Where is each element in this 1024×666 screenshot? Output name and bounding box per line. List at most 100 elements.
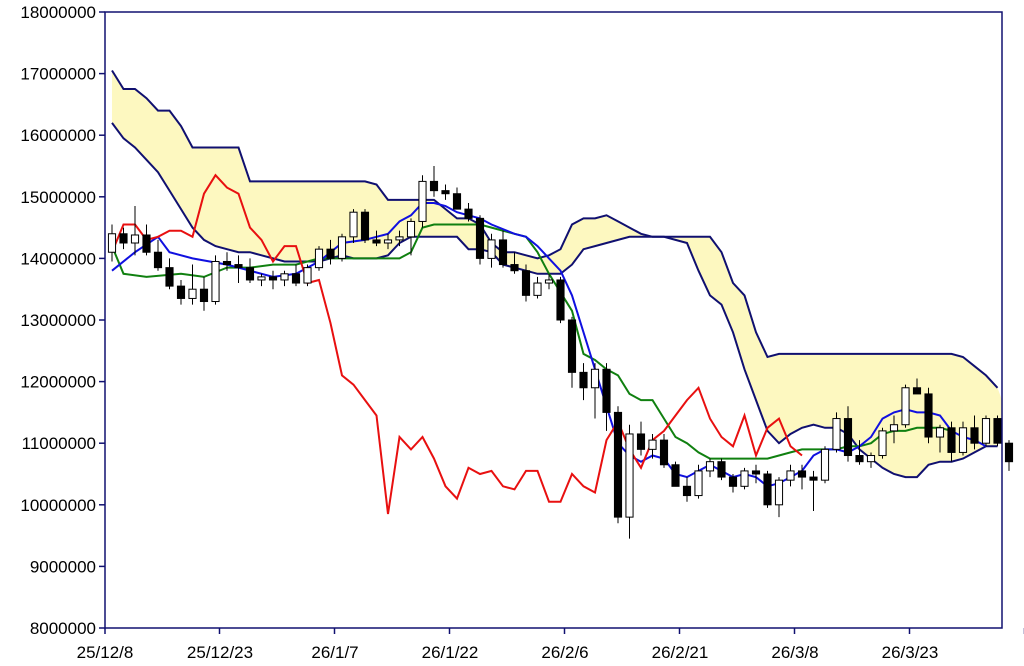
candle-body [153,251,163,269]
candle [751,464,761,484]
cloud-segment [227,147,239,253]
candle-body [556,279,565,321]
candle-body [751,470,761,475]
cloud-segment [434,199,446,237]
candle-body [360,211,370,241]
candle-body [671,464,680,487]
candle [464,202,473,222]
candle-body [659,439,669,466]
candle-body [510,264,519,272]
candle-body [820,448,830,481]
y-tick-label: 11000000 [22,434,96,453]
candle-body [648,439,657,450]
candle [556,276,565,324]
cloud-segment [135,89,147,160]
candle-body [234,264,243,269]
candle-body [188,288,197,299]
cloud-segment [825,353,837,428]
candle-body [924,393,933,438]
x-tick-label: 26/2/21 [652,643,709,662]
candle [579,363,588,401]
candle [820,446,830,484]
candle [245,258,255,284]
candle-body [441,190,450,195]
candle-body [303,267,312,284]
candle [590,363,600,419]
candle [475,215,485,265]
x-tick-label: 25/12/23 [187,643,253,662]
candle [625,424,634,539]
candle [705,458,715,478]
cloud-segment [560,224,572,274]
candle [659,433,669,468]
cloud-segment [767,353,779,444]
candle-body [533,282,542,296]
candle [970,415,979,450]
candle [855,440,864,465]
plot-area-frame [104,11,1003,629]
candle [912,378,922,395]
candle-body [786,470,795,481]
x-tick-label: 26/3/8 [771,643,818,662]
candle [372,230,381,247]
candle [602,363,611,431]
cloud-segment [261,181,273,259]
candle [682,477,692,502]
cloud-segment [445,209,457,237]
candle-body [809,476,818,481]
candle-body [211,260,220,303]
cloud-segment [146,98,158,173]
x-tick-label: 26/1/7 [311,643,358,662]
candle-body [912,387,922,395]
cloud-segment [250,181,262,256]
candle [257,273,266,287]
candle [383,233,393,250]
candle-body [326,248,335,259]
candle [268,270,278,290]
candle-body [383,239,393,244]
candle [291,264,301,287]
candle-body [590,368,600,389]
candle [360,209,370,243]
candle-body [429,180,439,192]
y-tick-label: 16000000 [20,126,96,145]
cloud-segment [583,218,595,250]
candle [280,270,289,287]
candle [395,230,404,247]
candle [119,227,128,250]
candle-body [889,424,899,432]
y-tick-label: 15000000 [20,188,96,207]
candle [441,184,450,200]
cloud-segment [273,181,285,262]
candle-body [475,217,485,259]
cloud-segment [123,89,135,148]
candle [935,424,945,453]
cloud-segment [284,181,296,262]
candle [728,474,738,493]
candle [188,264,197,305]
candle-body [855,455,864,463]
candle-body [740,470,749,487]
candle [544,273,554,290]
x-tick-label: 26/3/23 [882,643,939,662]
candle [498,230,508,268]
candle [176,279,186,305]
candle [809,470,818,511]
candle [349,209,358,243]
candle [947,421,956,462]
candle-body [268,276,278,281]
candle [878,427,887,459]
candle-body [625,433,634,518]
cloud-segment [112,70,124,139]
cloud-segment [526,255,538,274]
cloud-segment [215,147,227,250]
cloud-segment [181,125,193,228]
candle [234,255,243,284]
candle-body [130,234,140,244]
candle-body [579,371,588,389]
candle-body [314,248,324,269]
candle [671,461,680,487]
y-tick-label: 9000000 [30,557,96,576]
candle-body [993,418,1002,444]
